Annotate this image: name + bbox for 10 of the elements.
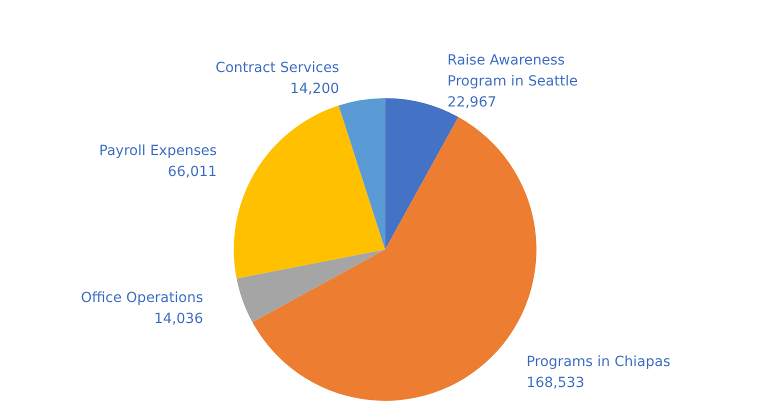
- slice-label: Office Operations: [80, 290, 204, 306]
- data-label: 22,967: [447, 94, 496, 111]
- data-label: 168,533: [526, 374, 584, 391]
- slice-label: Payroll Expenses: [99, 142, 217, 159]
- data-label: 14,036: [154, 310, 204, 327]
- slice-label: Raise Awareness Program in Seattle: [447, 52, 578, 90]
- data-label: 14,200: [290, 80, 340, 97]
- slice-label: Contract Services: [215, 60, 340, 76]
- data-label: 66,011: [168, 164, 217, 180]
- slice-label: Programs in Chiapas: [526, 354, 670, 370]
